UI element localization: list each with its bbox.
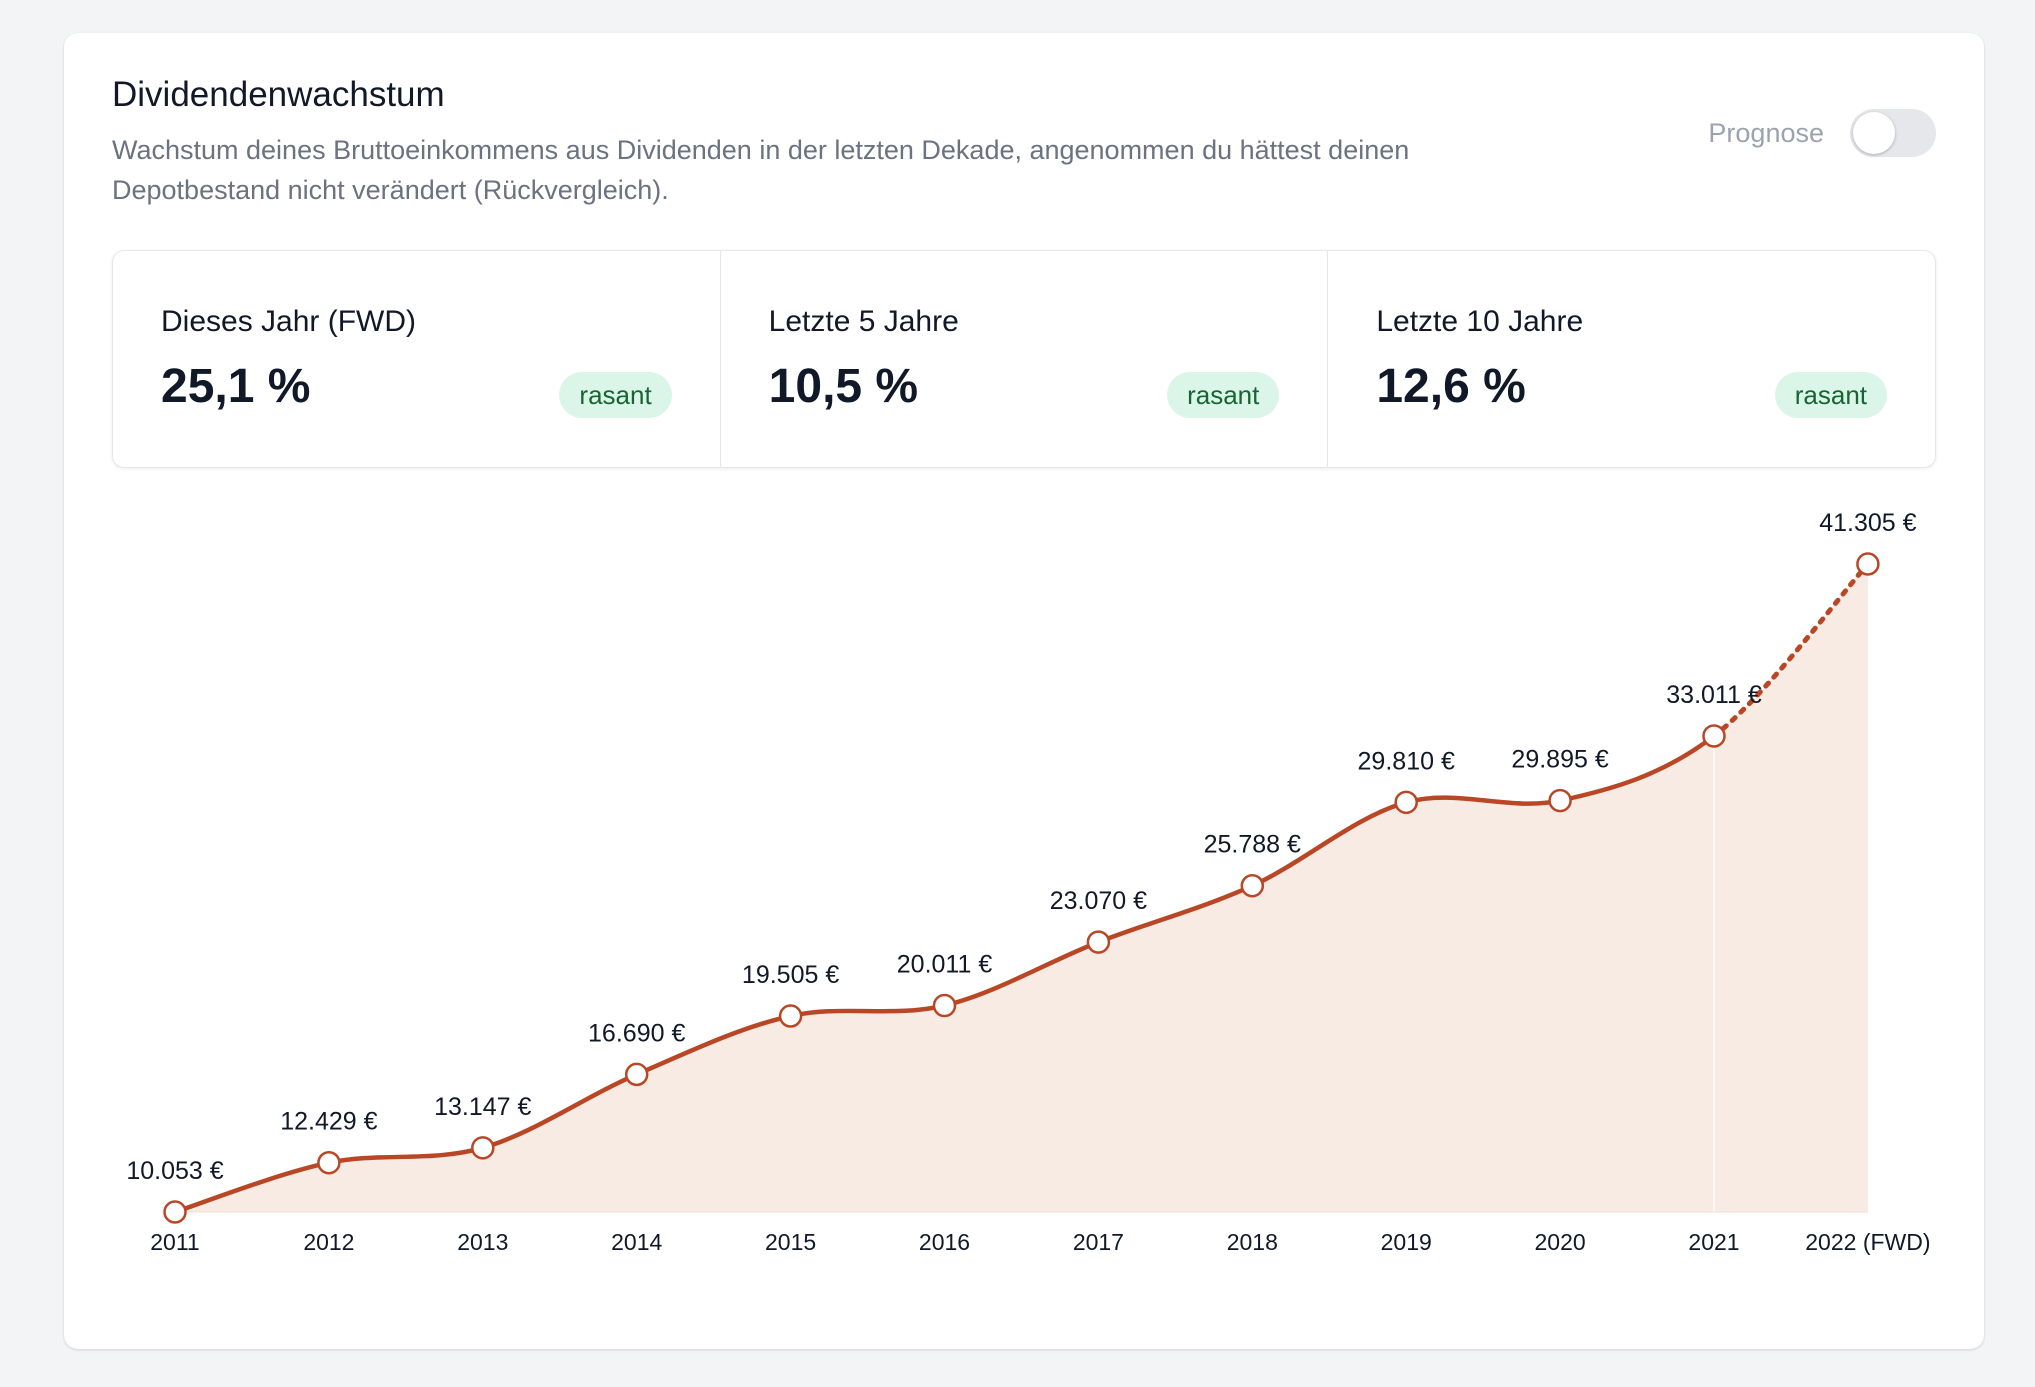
prognose-label: Prognose xyxy=(1708,117,1824,148)
data-point xyxy=(1086,930,1111,954)
stat-label: Letzte 10 Jahre xyxy=(1376,305,1584,338)
stat-value: 12,6 % xyxy=(1376,360,1526,413)
status-badge: rasant xyxy=(1167,372,1280,418)
x-tick-label: 2017 xyxy=(1073,1229,1124,1255)
x-tick-label: 2018 xyxy=(1227,1229,1278,1255)
data-point xyxy=(471,1136,495,1160)
status-badge: rasant xyxy=(1774,372,1888,418)
data-label: 25.788 € xyxy=(1204,831,1301,859)
data-point xyxy=(1548,788,1572,813)
x-tick-label: 2015 xyxy=(765,1229,816,1255)
x-tick-label: 2019 xyxy=(1381,1229,1432,1255)
toggle-knob xyxy=(1853,112,1895,154)
x-tick-label: 2013 xyxy=(457,1229,508,1255)
x-tick-label: 2022 (FWD) xyxy=(1805,1229,1930,1255)
data-label: 29.895 € xyxy=(1511,746,1608,774)
stat-last-10-years: Letzte 10 Jahre 12,6 % rasant xyxy=(1327,251,1935,467)
data-label: 29.810 € xyxy=(1358,747,1455,775)
area-fill xyxy=(175,564,1868,1212)
data-label: 23.070 € xyxy=(1050,887,1147,915)
x-tick-label: 2021 xyxy=(1688,1229,1739,1255)
data-point xyxy=(1856,552,1880,576)
x-tick-label: 2012 xyxy=(303,1229,354,1255)
data-label: 13.147 € xyxy=(434,1093,531,1121)
prognose-toggle[interactable] xyxy=(1850,109,1936,157)
status-badge: rasant xyxy=(559,372,672,418)
data-label: 33.011 € xyxy=(1666,681,1762,709)
x-tick-label: 2016 xyxy=(919,1229,970,1255)
stat-label: Dieses Jahr (FWD) xyxy=(161,305,417,338)
data-point xyxy=(624,1062,649,1087)
data-point xyxy=(317,1150,341,1175)
stat-value: 25,1 % xyxy=(161,360,311,413)
dividend-growth-card: Dividendenwachstum Wachstum deines Brutt… xyxy=(64,33,1984,1349)
data-label: 10.053 € xyxy=(126,1157,223,1185)
x-tick-label: 2011 xyxy=(150,1229,199,1255)
card-title: Dividendenwachstum xyxy=(112,75,445,114)
dividend-growth-chart: 10.053 € 2011 12.429 € 2012 13.147 € 2013 16.6… xyxy=(126,509,1930,1255)
data-label: 20.011 € xyxy=(897,951,993,979)
stats-panel: Dieses Jahr (FWD) 25,1 % rasant Letzte 5… xyxy=(112,250,1936,468)
data-label: 16.690 € xyxy=(588,1019,685,1047)
data-label: 41.305 € xyxy=(1819,509,1916,537)
card-subtitle: Wachstum deines Bruttoeinkommens aus Div… xyxy=(112,135,1410,205)
data-point xyxy=(932,993,957,1018)
data-point xyxy=(1702,724,1726,748)
data-point xyxy=(1394,790,1418,815)
data-label: 12.429 € xyxy=(280,1108,377,1136)
data-point xyxy=(163,1200,187,1224)
stat-value: 10,5 % xyxy=(768,360,919,413)
data-point xyxy=(778,1004,803,1028)
data-point xyxy=(1240,873,1265,898)
stat-label: Letzte 5 Jahre xyxy=(768,305,959,338)
data-label: 19.505 € xyxy=(742,961,839,989)
stat-this-year: Dieses Jahr (FWD) 25,1 % rasant xyxy=(113,251,720,467)
series-line-forecast xyxy=(1711,561,1871,739)
x-tick-label: 2014 xyxy=(611,1229,662,1255)
stat-last-5-years: Letzte 5 Jahre 10,5 % rasant xyxy=(719,251,1328,467)
prognose-control: Prognose xyxy=(1708,109,1936,157)
x-tick-label: 2020 xyxy=(1535,1229,1586,1255)
